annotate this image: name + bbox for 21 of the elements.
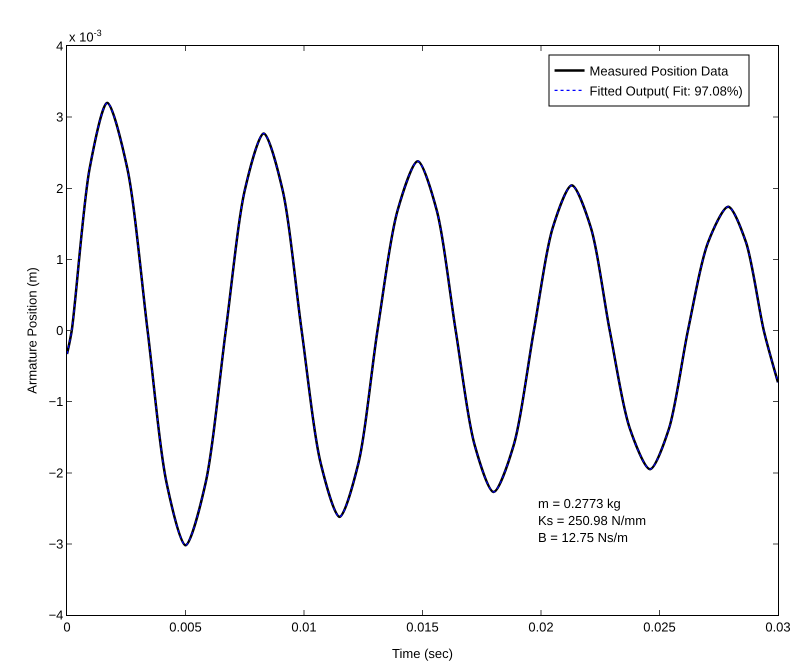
x-tick-label: 0.02: [528, 620, 554, 635]
x-tick-label: 0.015: [406, 620, 439, 635]
y-tick-label: 2: [56, 180, 64, 196]
y-tick-label: 0: [56, 323, 64, 338]
y-axis-title: Armature Position (m): [24, 267, 40, 394]
legend-label: Measured Position Data: [590, 64, 730, 79]
y-tick-label: −3: [48, 536, 64, 552]
y-tick-label: 1: [56, 252, 64, 267]
y-tick-label: −1: [48, 394, 64, 410]
x-axis-title: Time (sec): [392, 646, 453, 662]
legend-label: Fitted Output( Fit: 97.08%): [590, 83, 743, 98]
x-tick-label: 0.01: [291, 620, 317, 635]
x-tick-label: 0.005: [169, 620, 202, 635]
y-tick-label: −4: [48, 608, 64, 623]
y-tick-label: −2: [48, 465, 64, 480]
text: x 10$^{-3}$: [69, 28, 102, 44]
x-tick-label: 0.025: [643, 620, 676, 635]
y-tick-label: 4: [56, 38, 64, 54]
x-tick-label: 0.03: [765, 620, 791, 635]
y-tick-label: 3: [56, 110, 64, 125]
annotation: m = 0.2773 kg Ks = 250.98 N/mm B = 12.75 Ns/m: [538, 496, 646, 545]
